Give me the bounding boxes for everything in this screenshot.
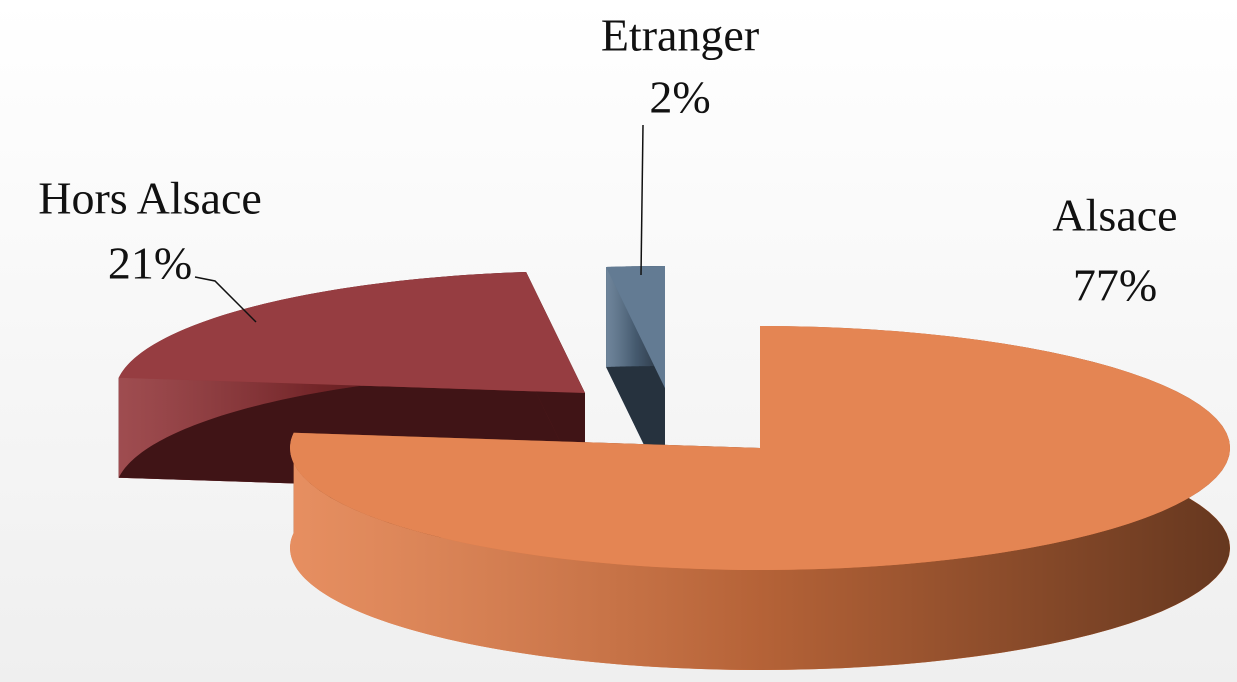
slice-top-highlight	[606, 266, 665, 388]
pie	[118, 266, 1230, 670]
slice-label: Alsace	[1052, 190, 1177, 241]
slice-top-highlight	[118, 271, 586, 393]
slice	[290, 326, 1230, 670]
slice-top	[118, 271, 586, 393]
slice-label: Hors Alsace	[38, 173, 262, 224]
slice-top	[606, 266, 665, 388]
leader-line	[640, 124, 644, 276]
slice-top	[290, 326, 1230, 570]
slice-value-label: 2%	[649, 72, 710, 123]
slice-label: Etranger	[601, 10, 759, 61]
leader-line	[194, 276, 257, 323]
slice-value-label: 77%	[1073, 260, 1157, 311]
slice	[606, 266, 665, 488]
slice-top-highlight	[290, 326, 1230, 570]
slice-value-label: 21%	[108, 238, 192, 289]
